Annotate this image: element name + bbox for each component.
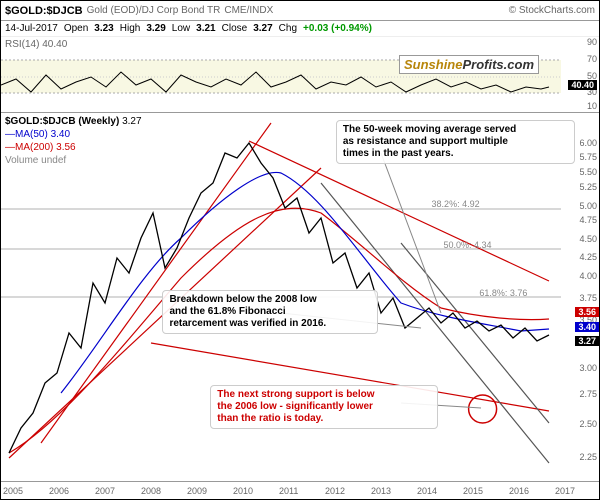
- close-value: 3.27: [253, 23, 272, 34]
- chart-description: Gold (EOD)/DJ Corp Bond TR: [87, 5, 221, 16]
- rsi-axis-tick: 10: [587, 101, 597, 111]
- price-panel: $GOLD:$DJCB (Weekly) 3.27 —MA(50) 3.40 —…: [1, 113, 599, 481]
- y-axis-tick: 3.00: [579, 363, 597, 373]
- low-label: Low: [172, 23, 190, 34]
- price-marker: 3.40: [575, 322, 599, 332]
- y-axis-tick: 5.50: [579, 167, 597, 177]
- x-axis-year: 2008: [139, 486, 185, 496]
- x-axis-year: 2013: [369, 486, 415, 496]
- x-axis-year: 2014: [415, 486, 461, 496]
- rsi-axis-tick: 40.40: [568, 80, 597, 90]
- rsi-axis-tick: 70: [587, 54, 597, 64]
- x-axis-year: 2009: [185, 486, 231, 496]
- rsi-panel: RSI(14) 40.40 SunshineProfits.com 907050…: [1, 37, 599, 113]
- rsi-axis-tick: 90: [587, 37, 597, 47]
- x-axis-year: 2015: [461, 486, 507, 496]
- high-value: 3.29: [146, 23, 165, 34]
- y-axis-tick: 4.25: [579, 252, 597, 262]
- rsi-svg: [1, 37, 561, 113]
- low-value: 3.21: [196, 23, 215, 34]
- price-marker: 3.56: [575, 307, 599, 317]
- y-axis-tick: 6.00: [579, 138, 597, 148]
- high-label: High: [120, 23, 141, 34]
- x-axis-year: 2017: [553, 486, 599, 496]
- fib-level-label: 38.2%: 4.92: [432, 199, 480, 209]
- chart-annotation: Breakdown below the 2008 lowand the 61.8…: [162, 290, 377, 334]
- y-axis-tick: 5.75: [579, 152, 597, 162]
- x-axis-year: 2012: [323, 486, 369, 496]
- chart-date: 14-Jul-2017: [5, 23, 58, 34]
- y-axis-tick: 5.25: [579, 182, 597, 192]
- y-axis-tick: 4.50: [579, 234, 597, 244]
- y-axis-tick: 3.75: [579, 293, 597, 303]
- x-axis-year: 2010: [231, 486, 277, 496]
- chart-annotation: The 50-week moving average servedas resi…: [336, 120, 575, 164]
- y-axis-tick: 2.75: [579, 389, 597, 399]
- x-axis-year: 2011: [277, 486, 323, 496]
- fib-level-label: 61.8%: 3.76: [479, 288, 527, 298]
- close-label: Close: [222, 23, 248, 34]
- stock-chart: $GOLD:$DJCB Gold (EOD)/DJ Corp Bond TR C…: [0, 0, 600, 500]
- watermark: SunshineProfits.com: [399, 55, 539, 74]
- chart-annotation: The next strong support is belowthe 2006…: [210, 385, 437, 429]
- y-axis-tick: 4.00: [579, 271, 597, 281]
- chart-source: CME/INDX: [224, 5, 273, 16]
- x-axis-year: 2006: [47, 486, 93, 496]
- chart-symbol: $GOLD:$DJCB: [5, 5, 83, 17]
- price-marker: 3.27: [575, 336, 599, 346]
- y-axis-tick: 5.00: [579, 201, 597, 211]
- chart-credit: © StockCharts.com: [509, 5, 595, 16]
- open-label: Open: [64, 23, 88, 34]
- title-bar: $GOLD:$DJCB Gold (EOD)/DJ Corp Bond TR C…: [1, 1, 599, 21]
- fib-level-label: 50.0%: 4.34: [444, 240, 492, 250]
- open-value: 3.23: [94, 23, 113, 34]
- y-axis-tick: 4.75: [579, 215, 597, 225]
- x-axis-year: 2005: [1, 486, 47, 496]
- indicator-legend: $GOLD:$DJCB (Weekly) 3.27 —MA(50) 3.40 —…: [5, 115, 142, 167]
- ohlc-bar: 14-Jul-2017 Open 3.23 High 3.29 Low 3.21 Cl…: [1, 21, 599, 37]
- chg-value: +0.03 (+0.94%): [303, 23, 372, 34]
- y-axis-tick: 2.50: [579, 419, 597, 429]
- y-axis-tick: 2.25: [579, 452, 597, 462]
- x-axis: 2005200620072008200920102011201220132014…: [1, 481, 599, 499]
- x-axis-year: 2007: [93, 486, 139, 496]
- x-axis-year: 2016: [507, 486, 553, 496]
- chg-label: Chg: [279, 23, 297, 34]
